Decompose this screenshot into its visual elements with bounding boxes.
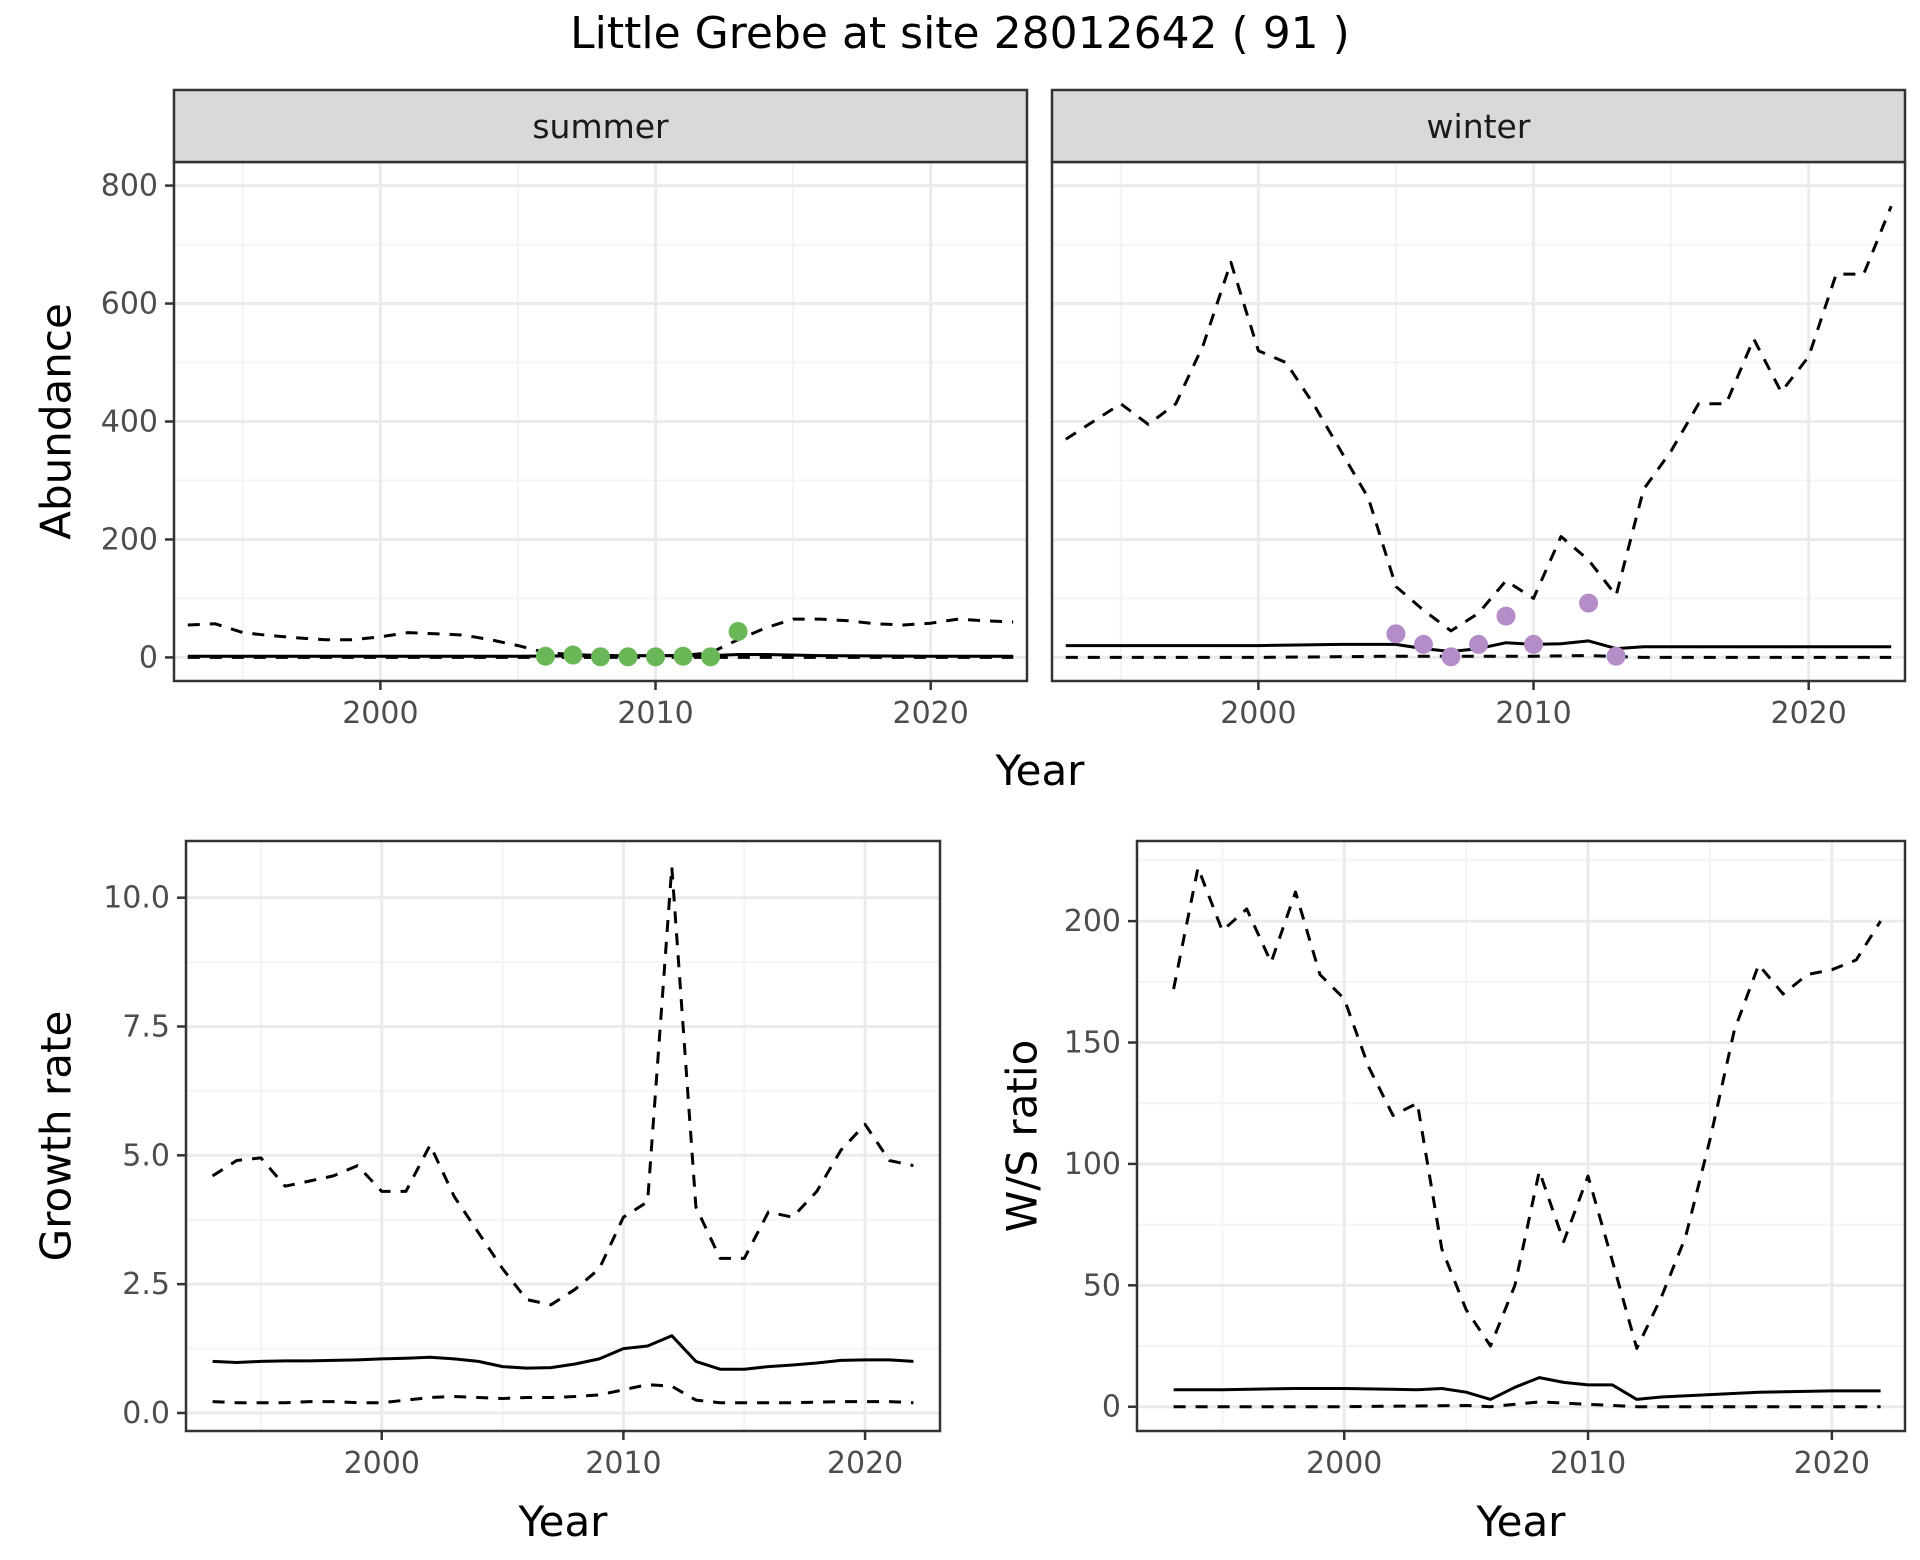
summer-grid xyxy=(174,162,1027,681)
x-tick-label: 2020 xyxy=(1794,1446,1870,1481)
data-point xyxy=(1524,634,1544,654)
y-tick-label: 150 xyxy=(1064,1026,1121,1061)
ws-grid xyxy=(1137,841,1905,1431)
growth-y-axis-title: Growth rate xyxy=(32,1011,81,1262)
growth-grid xyxy=(186,841,940,1431)
x-tick-label: 2020 xyxy=(1771,696,1847,731)
growth-y-ticks: 0.0 2.5 5.0 7.5 10.0 xyxy=(103,881,186,1431)
y-tick-label: 100 xyxy=(1064,1147,1121,1182)
growth-x-axis-title: Year xyxy=(518,1497,609,1546)
y-tick-label: 5.0 xyxy=(122,1138,170,1173)
ws-y-axis-title: W/S ratio xyxy=(998,1040,1047,1233)
y-tick-label: 0.0 xyxy=(122,1396,170,1431)
dashed-series-line xyxy=(211,865,914,1307)
summer-strip: summer xyxy=(172,88,1029,164)
x-tick-label: 2010 xyxy=(617,696,693,731)
x-tick-label: 2000 xyxy=(1306,1446,1382,1481)
y-tick-label: 200 xyxy=(101,522,158,557)
dashed-series-line xyxy=(1064,205,1893,633)
panel-background xyxy=(1137,841,1905,1431)
y-tick-label: 0 xyxy=(1102,1390,1121,1425)
data-point xyxy=(618,647,638,667)
abundance-x-axis-title: Year xyxy=(995,746,1086,795)
growth-panel-border xyxy=(184,839,942,1433)
ws-ratio-panel: 2000 2010 2020 0 50 100 150 200 W/S ratio Year xyxy=(998,839,1907,1546)
y-tick-label: 600 xyxy=(101,287,158,322)
dashed-series-line xyxy=(1172,866,1882,1350)
x-tick-label: 2020 xyxy=(827,1446,903,1481)
winter-strip-label: winter xyxy=(1427,107,1531,146)
dashed-series-line xyxy=(187,617,1014,658)
solid-series-line xyxy=(212,1334,914,1371)
growth-rate-panel: 2000 2010 2020 0.0 2.5 5.0 7.5 10.0 Growth rat… xyxy=(32,839,942,1546)
y-tick-label: 2.5 xyxy=(122,1267,170,1302)
panel-background xyxy=(186,841,940,1431)
dashed-series-line xyxy=(1173,1400,1881,1409)
x-tick-label: 2020 xyxy=(893,696,969,731)
y-tick-label: 50 xyxy=(1083,1268,1121,1303)
summer-y-axis-title: Abundance xyxy=(32,303,81,540)
dashed-series-line xyxy=(212,1383,914,1405)
ws-series xyxy=(1172,866,1882,1409)
data-point xyxy=(591,647,610,667)
winter-strip: winter xyxy=(1050,88,1907,164)
growth-series xyxy=(211,865,914,1405)
data-point xyxy=(1579,593,1599,613)
data-point xyxy=(646,647,666,667)
winter-grid xyxy=(1052,162,1905,681)
data-point xyxy=(1413,634,1433,654)
summer-y-ticks: 0 200 400 600 800 xyxy=(101,169,174,675)
y-tick-label: 10.0 xyxy=(103,881,170,916)
x-tick-label: 2000 xyxy=(342,696,418,731)
y-tick-label: 0 xyxy=(139,640,158,675)
ws-x-ticks: 2000 2010 2020 xyxy=(1306,1431,1870,1481)
data-point xyxy=(1606,646,1626,666)
summer-series xyxy=(187,617,1014,667)
x-tick-label: 2010 xyxy=(1550,1446,1626,1481)
data-point xyxy=(563,645,583,665)
data-point xyxy=(1386,624,1406,644)
data-point xyxy=(728,621,748,641)
ws-y-ticks: 0 50 100 150 200 xyxy=(1064,904,1137,1425)
x-tick-label: 2000 xyxy=(344,1446,420,1481)
data-point xyxy=(673,646,693,666)
winter-abundance-panel: winter 2000 2010 2020 xyxy=(1050,88,1907,731)
data-point xyxy=(1469,634,1488,654)
data-point xyxy=(1496,606,1516,626)
dashed-series-line xyxy=(1065,654,1892,659)
x-tick-label: 2000 xyxy=(1220,696,1296,731)
winter-strip-background xyxy=(1050,88,1907,164)
growth-x-ticks: 2000 2010 2020 xyxy=(344,1431,903,1481)
data-point xyxy=(1441,647,1461,667)
ws-panel-border xyxy=(1135,839,1907,1433)
summer-strip-background xyxy=(172,88,1029,164)
x-tick-label: 2010 xyxy=(1495,696,1571,731)
figure-title: Little Grebe at site 28012642 ( 91 ) xyxy=(570,8,1350,59)
solid-series-line xyxy=(1065,639,1892,653)
ws-x-axis-title: Year xyxy=(1476,1497,1567,1546)
winter-x-ticks: 2000 2010 2020 xyxy=(1220,681,1847,731)
y-tick-label: 7.5 xyxy=(122,1010,170,1045)
summer-x-ticks: 2000 2010 2020 xyxy=(342,681,969,731)
data-point xyxy=(701,647,721,667)
x-tick-label: 2010 xyxy=(585,1446,661,1481)
y-tick-label: 200 xyxy=(1064,904,1121,939)
summer-abundance-panel: summer 2000 2010 2020 0 200 400 600 800 Abunda… xyxy=(32,88,1029,731)
y-tick-label: 800 xyxy=(101,169,158,204)
summer-strip-label: summer xyxy=(532,107,669,146)
solid-series-line xyxy=(1173,1376,1881,1401)
winter-series xyxy=(1064,205,1893,667)
data-point xyxy=(535,646,555,666)
y-tick-label: 400 xyxy=(101,405,158,440)
